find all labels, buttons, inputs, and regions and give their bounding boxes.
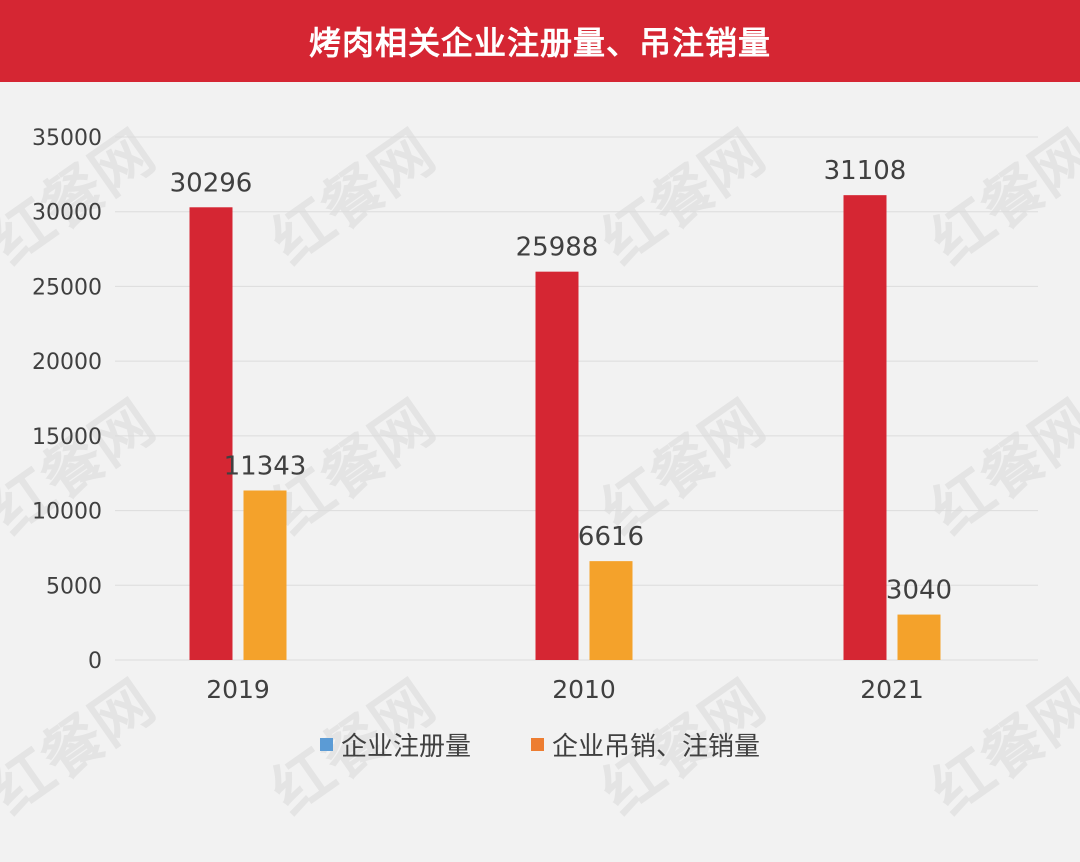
bar-cancelled [589,561,633,660]
data-label-cancelled: 6616 [578,522,644,552]
data-label-registered: 31108 [824,156,907,186]
legend-label-registered: 企业注册量 [340,731,471,762]
bar-registered [535,271,579,660]
y-tick-label: 5000 [46,574,102,599]
legend: 企业注册量 企业吊销、注销量 [0,724,1080,764]
title-bar: 烤肉相关企业注册量、吊注销量 [0,0,1080,82]
y-tick-label: 30000 [32,201,102,226]
x-tick-label: 2019 [206,675,270,704]
bar-registered [843,195,887,660]
y-tick-label: 15000 [32,425,102,450]
data-label-registered: 30296 [170,168,253,198]
data-label-registered: 25988 [516,233,599,263]
legend-item-cancelled: 企业吊销、注销量 [531,726,760,763]
bar-chart: 0 5000 10000 15000 20000 25000 30000 35000 30296… [32,126,1038,704]
data-label-cancelled: 11343 [224,452,307,482]
y-tick-label: 20000 [32,350,102,375]
x-tick-label: 2010 [552,675,616,704]
legend-label-cancelled: 企业吊销、注销量 [552,731,761,762]
bar-cancelled [243,490,287,660]
x-tick-label: 2021 [860,675,924,704]
y-tick-label: 35000 [32,126,102,151]
y-tick-label: 25000 [32,275,102,300]
chart-title: 烤肉相关企业注册量、吊注销量 [308,24,771,62]
legend-item-registered: 企业注册量 [319,726,471,763]
y-tick-label: 10000 [32,500,102,525]
y-tick-label: 0 [88,649,102,674]
legend-swatch-cancelled [531,737,544,751]
bar-cancelled [897,614,941,660]
data-label-cancelled: 3040 [886,576,952,606]
bar-registered [189,207,233,660]
legend-swatch-registered [319,737,333,751]
